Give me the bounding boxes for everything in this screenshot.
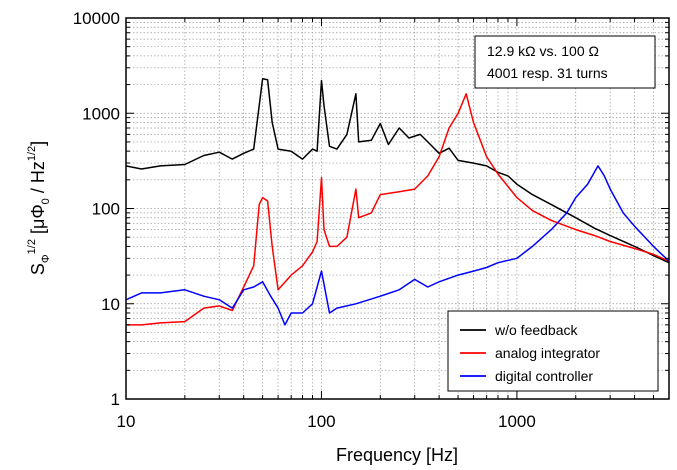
annotation-frame <box>474 35 656 89</box>
y-axis-title-unit-mid: / Hz <box>28 161 48 198</box>
y-axis-title-sub: Φ <box>40 254 52 263</box>
x-axis-title: Frequency [Hz] <box>336 445 458 465</box>
legend-label-2: analog integrator <box>495 345 600 361</box>
x-tick-label: 100 <box>307 412 335 431</box>
y-axis-title-unit-close: ] <box>28 141 48 146</box>
annotation-line-2: 4001 resp. 31 turns <box>487 65 608 81</box>
y-tick-label: 10000 <box>73 9 120 28</box>
y-axis-title-base: S <box>28 263 48 275</box>
tick-labels: 10 100 1000 1 10 100 1000 10000 <box>73 9 536 431</box>
y-tick-label: 1000 <box>82 104 120 123</box>
legend: w/o feedback analog integrator digital con… <box>447 310 659 392</box>
series-line-3 <box>126 165 669 326</box>
series-line-2 <box>126 93 669 326</box>
x-tick-label: 1000 <box>498 412 536 431</box>
y-tick-label: 1 <box>111 390 120 409</box>
legend-label-1: w/o feedback <box>494 322 578 338</box>
y-axis-title: SΦ1/2 [μΦ0 / Hz1/2] <box>26 141 52 275</box>
y-axis-title-unit-sub: 0 <box>40 198 52 204</box>
y-tick-label: 10 <box>101 295 120 314</box>
y-axis-title-sup: 1/2 <box>26 239 38 254</box>
legend-frame <box>447 310 659 392</box>
annotation-box: 12.9 kΩ vs. 100 Ω 4001 resp. 31 turns <box>474 35 656 89</box>
y-tick-label: 100 <box>92 200 120 219</box>
annotation-line-1: 12.9 kΩ vs. 100 Ω <box>487 43 599 59</box>
y-axis-title-unit-sup: 1/2 <box>26 146 38 161</box>
ticks <box>125 18 670 399</box>
series-line-1 <box>126 78 669 264</box>
x-tick-label: 10 <box>117 412 136 431</box>
series-lines <box>126 78 669 326</box>
legend-label-3: digital controller <box>495 368 593 384</box>
y-axis-title-unit-open: [μΦ <box>28 204 48 239</box>
